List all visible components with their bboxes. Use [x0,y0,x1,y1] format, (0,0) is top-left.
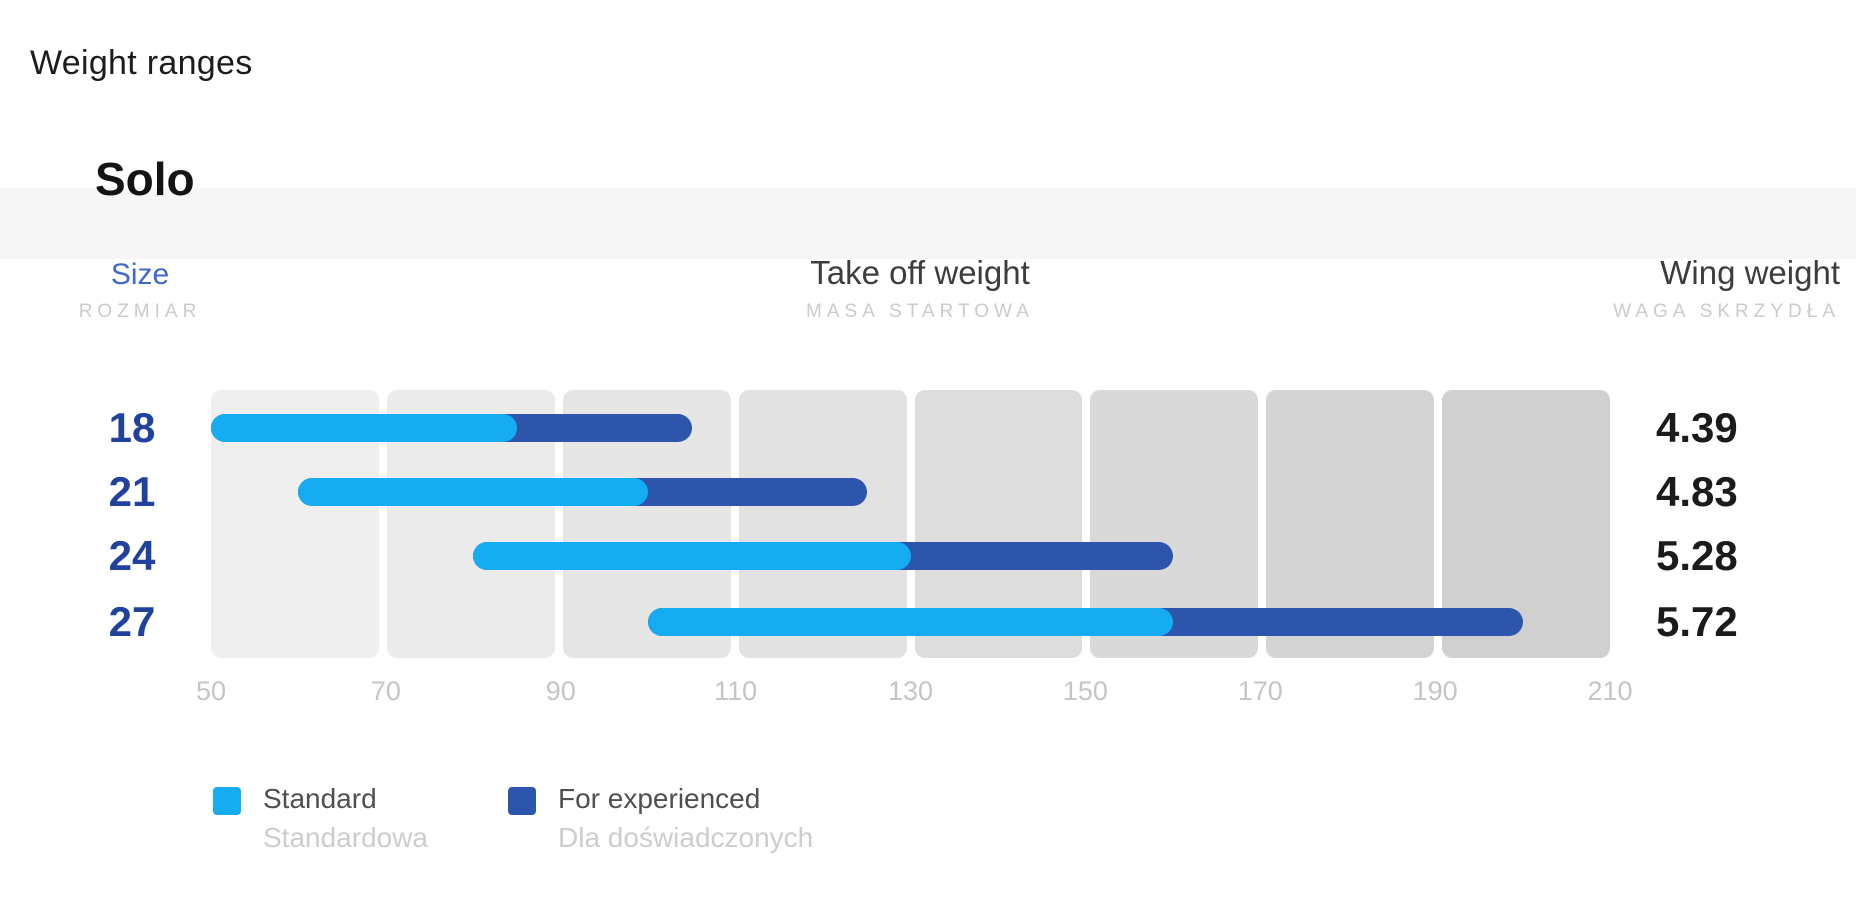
bar-standard-size-21 [298,478,649,506]
x-axis-tick-90: 90 [545,676,576,706]
x-axis: 50 70 90 110 130 150 170 190 210 [196,676,1633,708]
wing-header-label: Wing weight [1660,254,1840,291]
wing-weight-value-24: 5.28 [1656,532,1738,579]
wing-weight-value-18: 4.39 [1656,404,1738,451]
bar-standard-size-24 [473,542,911,570]
legend-item-experienced: For experienced Dla doświadczonych [508,783,813,854]
legend-item-standard: Standard Standardowa [213,783,428,854]
x-axis-tick-150: 150 [1062,676,1108,706]
x-axis-tick-110: 110 [714,676,758,706]
size-label-27: 27 [108,598,156,645]
weight-range-chart [211,390,1610,658]
size-header-label: Size [110,258,170,291]
legend-standard-label: Standard [263,783,377,814]
legend-experienced-label: For experienced [558,783,761,814]
wing-weight-value-27: 5.72 [1656,598,1738,645]
wing-weight-value-21: 4.83 [1656,468,1738,515]
section-highlight-band [0,188,1856,259]
size-header-sublabel: ROZMIAR [78,301,202,322]
wing-header-sublabel: WAGA SKRZYDŁA [1613,301,1840,322]
page-title: Weight ranges [30,44,253,82]
x-axis-tick-50: 50 [195,676,227,706]
legend-experienced-swatch [508,787,536,815]
x-axis-tick-210: 210 [1587,676,1633,706]
x-axis-tick-70: 70 [370,676,401,706]
section-title: Solo [95,153,195,205]
size-label-18: 18 [108,404,156,451]
bar-standard-size-27 [648,608,1173,636]
x-axis-tick-190: 190 [1412,676,1458,706]
column-header-wing-weight: Wing weight WAGA SKRZYDŁA [1280,254,1840,323]
legend-standard-swatch [213,787,241,815]
column-header-takeoff-weight: Take off weight MASA STARTOWA [655,254,1185,323]
takeoff-header-sublabel: MASA STARTOWA [806,301,1034,322]
size-label-24: 24 [108,532,156,579]
takeoff-header-label: Take off weight [810,254,1030,291]
legend-experienced-sublabel: Dla doświadczonych [558,822,814,853]
size-label-21: 21 [108,468,156,515]
x-axis-tick-170: 170 [1237,676,1283,706]
column-header-size: Size ROZMIAR [55,258,225,323]
bar-standard-size-18 [211,414,518,442]
legend-standard-sublabel: Standardowa [263,822,429,853]
x-axis-tick-130: 130 [887,676,934,706]
